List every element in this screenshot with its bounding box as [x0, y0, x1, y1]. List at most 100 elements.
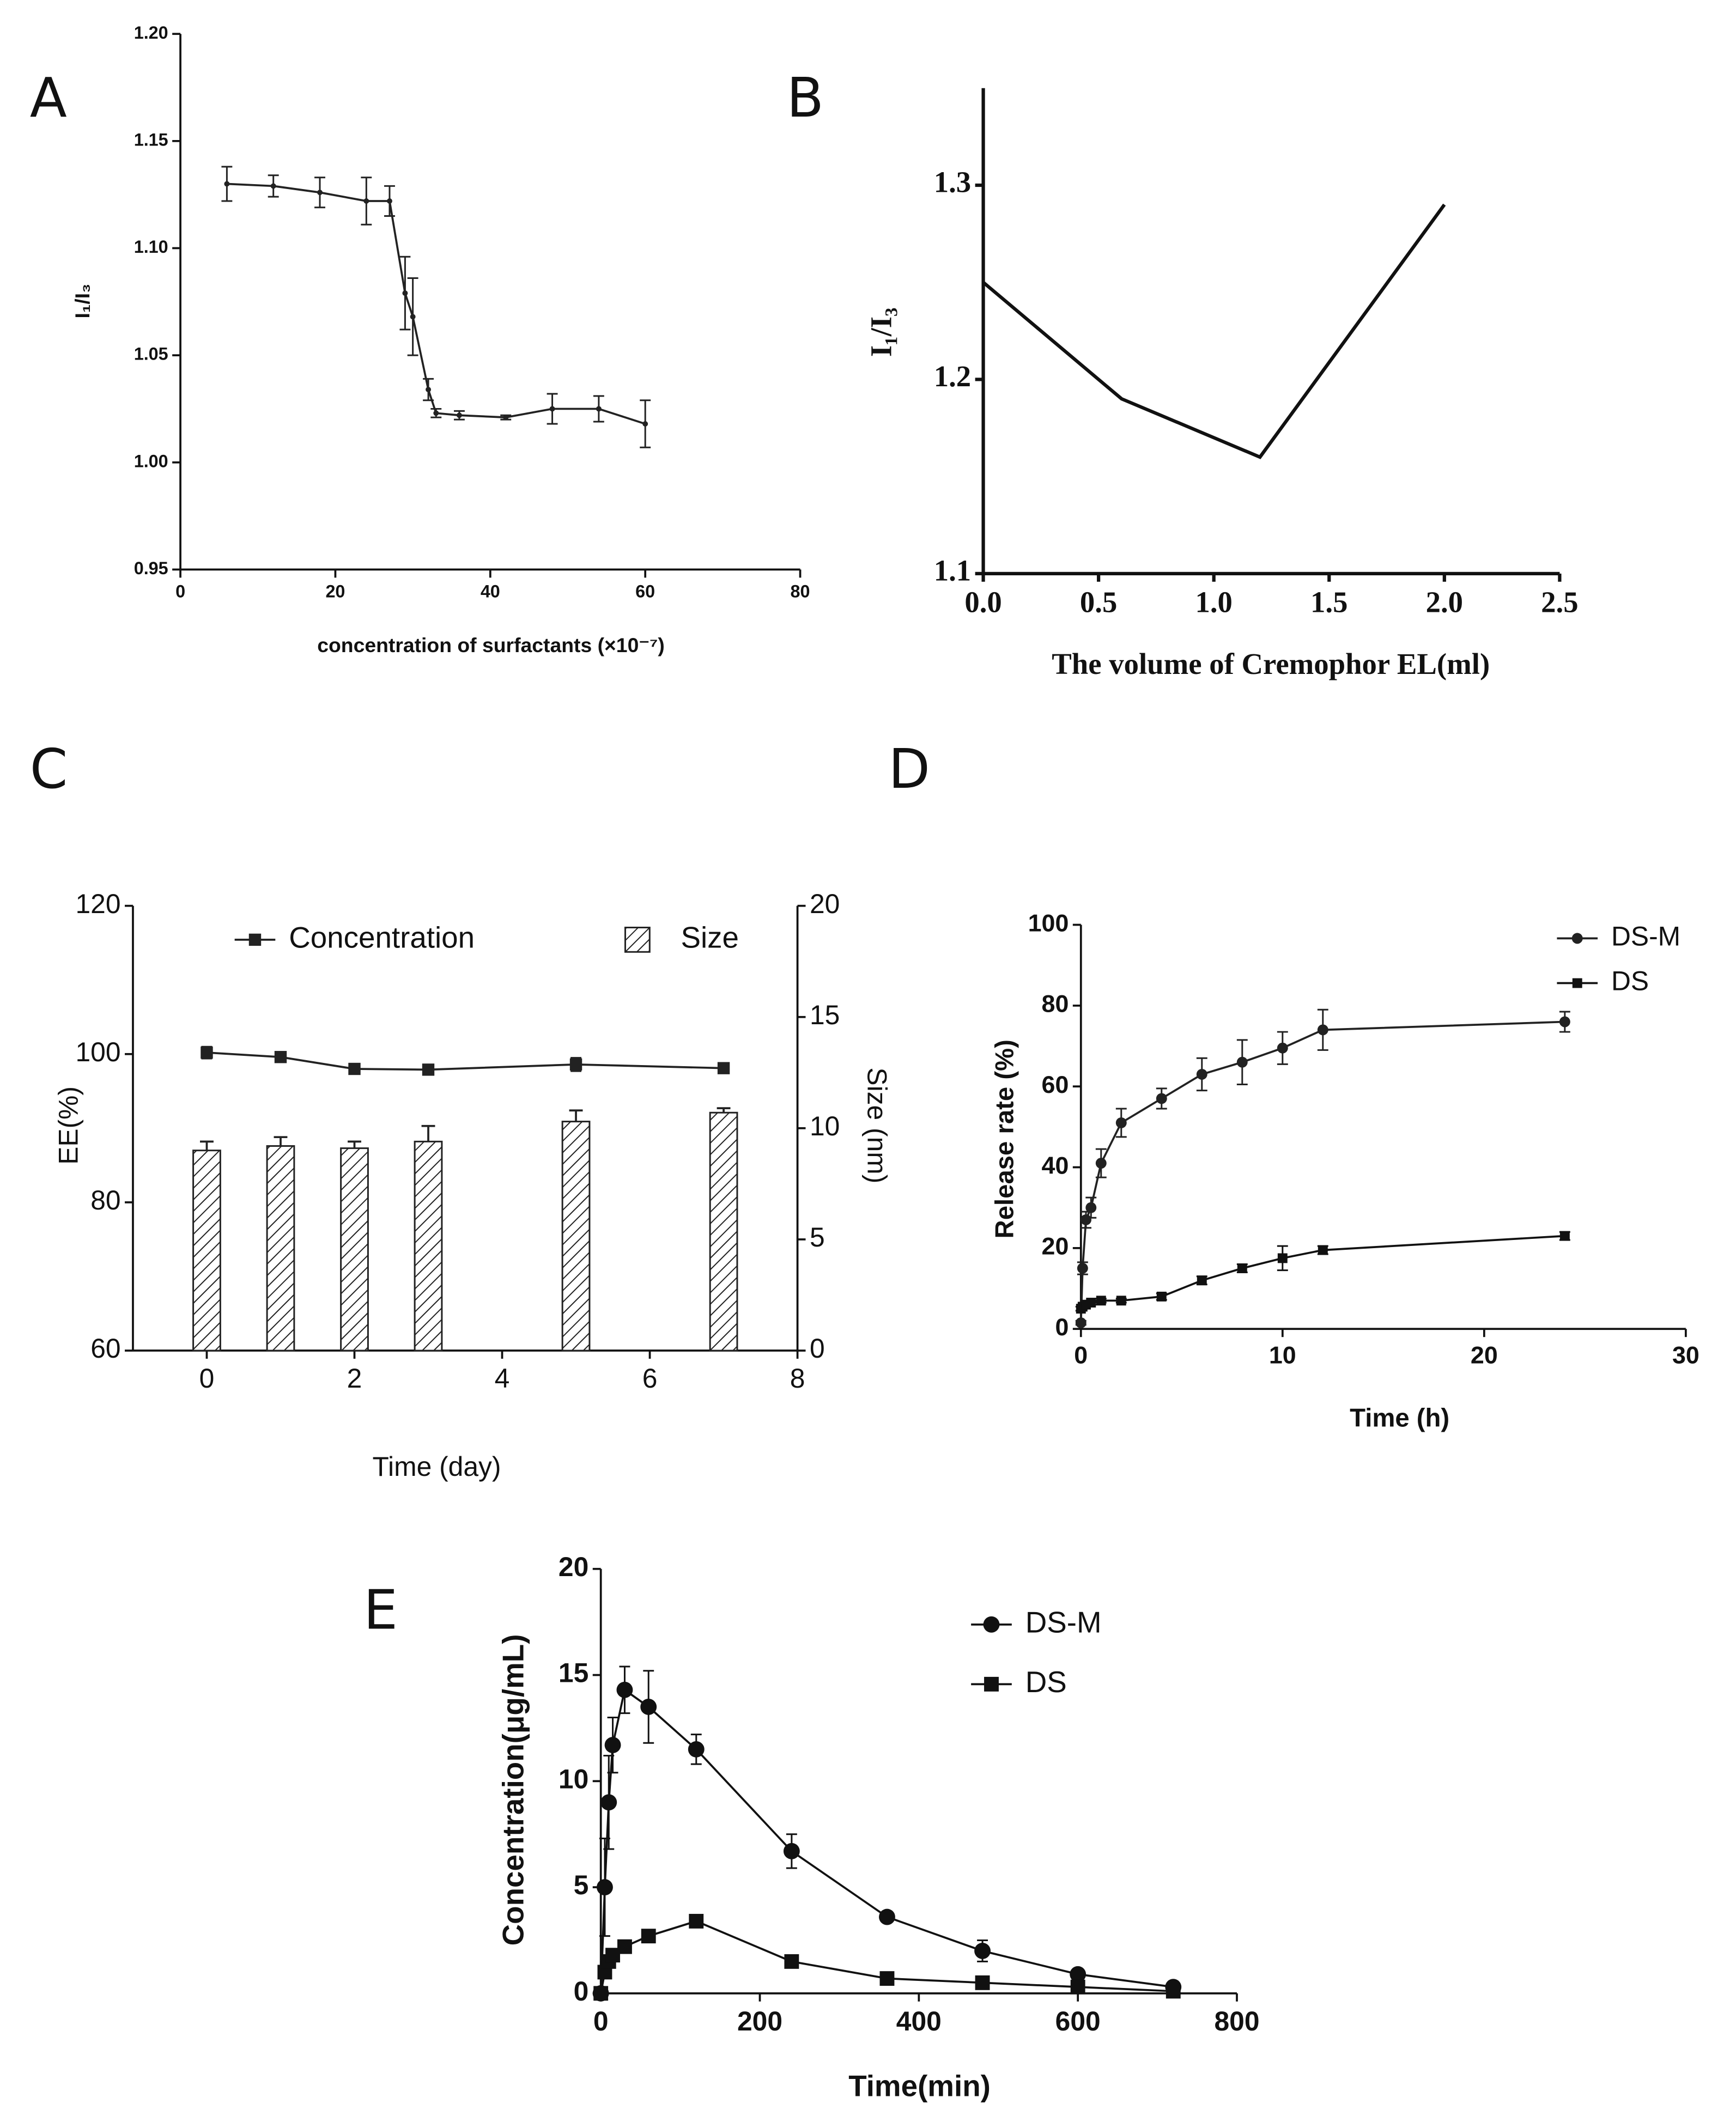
- marker: [784, 1954, 799, 1969]
- marker: [689, 1913, 704, 1929]
- panel: B 0.0 0.5 1.0 1.5 2.0 2.5 1.1 1.2 1.3 The volume o…: [787, 67, 1579, 680]
- x-tick-label: 0.0: [964, 586, 1001, 619]
- y-tick-label: 1.05: [134, 344, 168, 364]
- y-tick-label: 1.00: [134, 451, 168, 471]
- y-tick-label: 15: [559, 1658, 588, 1688]
- marker: [597, 1879, 613, 1896]
- marker: [596, 406, 602, 412]
- y-tick-label: 120: [76, 889, 121, 919]
- x-tick-label: 400: [896, 2006, 942, 2036]
- marker: [224, 181, 230, 187]
- marker: [593, 1986, 609, 2001]
- y-tick-label: 1.3: [934, 166, 971, 199]
- x-tick-label: 80: [791, 581, 810, 601]
- y-tick-label: 60: [1042, 1071, 1069, 1098]
- bar: [266, 1145, 295, 1352]
- x-tick-label: 60: [635, 581, 655, 601]
- data-line: [207, 1051, 724, 1071]
- marker: [617, 1939, 632, 1954]
- x-tick-label: 10: [1269, 1341, 1296, 1369]
- x-tick-label: 1.5: [1310, 586, 1347, 619]
- x-tick-label: 8: [790, 1363, 805, 1394]
- x-tick-label: 800: [1214, 2006, 1259, 2036]
- marker: [616, 1681, 633, 1698]
- marker: [642, 421, 648, 427]
- marker: [1086, 1298, 1096, 1308]
- marker: [1070, 1979, 1085, 1995]
- x-tick-label: 200: [737, 2006, 782, 2036]
- panel-letter: A: [30, 67, 67, 130]
- marker: [1277, 1042, 1288, 1054]
- marker: [1559, 1016, 1570, 1027]
- marker: [503, 415, 509, 421]
- marker: [386, 198, 392, 204]
- y-tick-label: 5: [574, 1870, 589, 1900]
- panel: A 0 20 40 60 80 0.95 1.00 1.05 1.10 1.15 1.20 concen…: [30, 23, 810, 656]
- marker: [1075, 1317, 1086, 1329]
- error-bar: [274, 1136, 288, 1146]
- marker: [456, 412, 462, 418]
- x-tick-label: 0: [593, 2006, 609, 2036]
- marker: [688, 1741, 705, 1758]
- y-tick-label: 1.1: [934, 554, 971, 587]
- x-tick-label: 1.0: [1195, 586, 1232, 619]
- panel-letter: C: [30, 738, 68, 801]
- marker: [1156, 1291, 1167, 1302]
- legend-label: DS: [1611, 966, 1649, 996]
- marker: [783, 1843, 800, 1859]
- marker: [1096, 1296, 1106, 1306]
- y-tick-label: 0: [1055, 1314, 1069, 1341]
- y-tick-label: 1.2: [934, 360, 971, 393]
- x-tick-label: 30: [1672, 1341, 1699, 1369]
- marker: [1317, 1024, 1328, 1036]
- marker: [402, 290, 408, 296]
- marker: [1070, 1966, 1086, 1983]
- panel-letter: D: [888, 738, 930, 801]
- marker: [640, 1699, 657, 1715]
- panel-letter: E: [363, 1579, 398, 1641]
- marker: [983, 1616, 1000, 1633]
- y-axis-label: Release rate (%): [990, 1039, 1019, 1238]
- x-tick-label: 20: [325, 581, 345, 601]
- bar: [709, 1111, 738, 1352]
- x-axis-label: concentration of surfactants (×10⁻⁷): [317, 634, 665, 656]
- marker: [717, 1062, 730, 1074]
- marker: [1197, 1275, 1207, 1286]
- data-line: [599, 1688, 1174, 1993]
- x-axis-label: The volume of Cremophor EL(ml): [1052, 647, 1490, 680]
- marker: [1559, 1231, 1570, 1241]
- error-bar: [348, 1140, 361, 1148]
- x-tick-label: 0.5: [1080, 586, 1117, 619]
- y-tick-label: 60: [90, 1333, 120, 1364]
- data-line: [1079, 1020, 1565, 1323]
- x-tick-label: 2.5: [1541, 586, 1578, 619]
- y-tick-label: 0.95: [134, 558, 168, 578]
- x-tick-label: 0: [175, 581, 185, 601]
- marker: [201, 1046, 213, 1059]
- marker: [1116, 1296, 1126, 1306]
- marker: [879, 1908, 895, 1925]
- error-bar: [200, 1140, 214, 1151]
- marker: [1318, 1245, 1328, 1255]
- data-line: [227, 183, 646, 425]
- marker: [1572, 978, 1582, 988]
- marker: [433, 410, 439, 416]
- marker: [270, 183, 276, 189]
- marker: [317, 190, 323, 196]
- x-axis-label: Time(min): [848, 2069, 991, 2103]
- y-axis-label: I₁/I₃: [71, 284, 94, 319]
- x-tick-label: 2.0: [1426, 586, 1463, 619]
- marker: [1237, 1263, 1247, 1273]
- bar: [561, 1121, 591, 1352]
- y2-tick-label: 15: [810, 1000, 840, 1030]
- error-bar: [717, 1107, 731, 1113]
- error-bar: [421, 1124, 435, 1142]
- legend-label: DS-M: [1025, 1605, 1102, 1639]
- y2-tick-label: 20: [810, 889, 840, 919]
- y-tick-label: 1.20: [134, 23, 168, 42]
- x-tick-label: 6: [642, 1363, 658, 1394]
- marker: [549, 406, 555, 412]
- marker: [1277, 1253, 1288, 1263]
- marker: [975, 1975, 990, 1990]
